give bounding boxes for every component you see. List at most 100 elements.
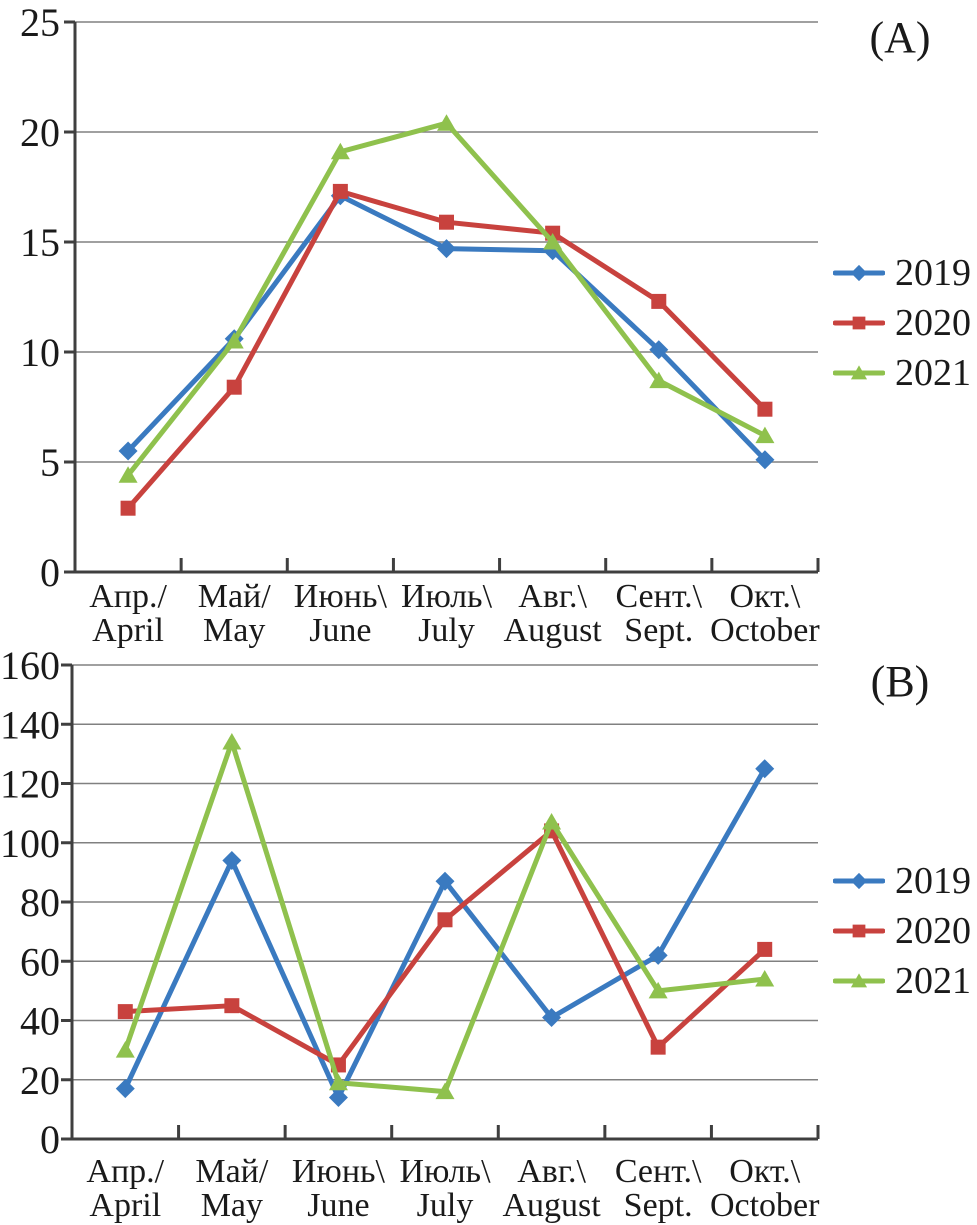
series-2020-square-marker [120,500,136,516]
x-tick-label-en: April [92,612,164,649]
series-2021-triangle-marker [437,114,456,131]
series-2020-square-marker [332,183,348,199]
legend-a: 2019 2020 2021 [833,248,971,398]
series-2020-square-marker [437,912,453,928]
series-2021-triangle-marker [118,466,138,483]
series-2021-triangle-marker [649,371,669,389]
y-tick-label: 20 [20,1058,60,1103]
x-tick-label-ru: Сент.\ [615,578,702,615]
x-tick-label-en: July [418,612,475,649]
legend-item-2019: 2019 [833,248,971,298]
legend-label-2019: 2019 [895,252,971,294]
legend-b: 2019 2020 2021 [833,856,971,1006]
series-2021-triangle-marker [328,1073,348,1091]
x-tick-label-en: Sept. [624,612,693,649]
series-2020-square-marker [117,1004,133,1020]
series-2019-diamond-marker [437,239,456,259]
x-tick-label-en: October [710,1187,820,1224]
series-2021-triangle-marker [115,1041,135,1058]
x-tick-label-ru: Июль\ [399,1153,491,1190]
series-2021-triangle-marker [648,981,668,999]
series-2020-line [122,828,768,1068]
legend-marker-2020-icon [833,924,885,938]
series-2020-square-marker [651,293,667,309]
y-tick-label: 140 [0,702,60,747]
x-tick-label-ru: Июнь\ [292,1153,386,1190]
legend-item-2021: 2021 [833,956,971,1006]
series-2020-square-marker [757,941,773,957]
legend-marker-2020-icon [833,316,885,330]
legend-triangle [850,365,868,380]
legend-diamond [850,872,868,890]
series-2019-diamond-marker [118,441,138,461]
y-tick-label: 160 [0,650,60,688]
x-tick-label-en: May [201,1187,263,1224]
series-2019-diamond-marker [755,759,775,779]
series-2019-line [122,766,768,1101]
legend-label-2021: 2021 [895,960,971,1002]
legend-square [852,924,866,938]
series-2020-square-marker [439,214,454,230]
legend-label-2020: 2020 [895,910,971,952]
y-tick-label: 10 [20,330,60,375]
series-2021-triangle-marker [755,970,775,987]
x-tick-label-ru: Апр./ [86,1153,164,1190]
y-tick-label: 80 [20,880,60,925]
x-tick-label-ru: Окт.\ [729,578,800,615]
legend-item-2019: 2019 [833,856,971,906]
series-2021-triangle-marker [435,1082,455,1100]
x-tick-label-en: May [203,612,265,649]
legend-label-2020: 2020 [895,302,971,344]
series-2020-square-marker [757,401,773,417]
legend-label-2021: 2021 [895,352,971,394]
legend-marker-2021-icon [833,973,885,988]
legend-square [852,316,866,330]
x-tick-label-en: June [307,1187,369,1224]
legend-item-2020: 2020 [833,906,971,956]
x-tick-label-en: April [89,1187,161,1224]
series-2021-triangle-marker [224,332,244,349]
y-tick-label: 40 [20,999,60,1044]
series-2019-diamond-marker [648,945,668,965]
legend-label-2019: 2019 [895,860,971,902]
series-2019-line [125,193,768,463]
y-tick-label: 15 [20,220,60,265]
series-2020-square-marker [224,998,240,1014]
series-2019-diamond-marker [755,450,775,470]
x-tick-label-ru: Май/ [195,1153,269,1190]
series-2019-diamond-marker [435,871,455,891]
series-2020-square-marker [650,1039,666,1055]
series-2021-triangle-marker [330,142,350,160]
chart-b-canvas: 0 20 40 60 80 100 120 140 160 Апр./April Май/May Ию… [0,650,820,1224]
y-tick-label: 60 [20,939,60,984]
series-2019-diamond-marker [542,1008,562,1028]
x-tick-label-en: Sept. [624,1187,693,1224]
panel-a-label: (A) [869,13,931,62]
y-tick-label: 120 [0,762,60,807]
x-tick-label-en: October [710,612,820,649]
x-tick-label-ru: Июль\ [401,578,493,615]
x-tick-label-ru: Июнь\ [294,578,388,615]
legend-diamond [850,264,868,282]
y-tick-label: 20 [20,110,60,155]
y-tick-label: 0 [40,550,60,595]
legend-marker-2021-icon [833,365,885,380]
series-2020-square-marker [226,379,242,395]
x-tick-label-ru: Окт.\ [729,1153,800,1190]
x-tick-label-ru: Авг.\ [518,578,587,615]
series-2021-triangle-marker [543,233,563,250]
series-2021-line [125,120,768,478]
legend-item-2021: 2021 [833,348,971,398]
x-tick-label-ru: Сент.\ [615,1153,702,1190]
panel-b-label: (B) [870,657,930,706]
y-tick-label: 5 [40,440,60,485]
legend-item-2020: 2020 [833,298,971,348]
legend-marker-2019-icon [833,264,885,282]
x-tick-label-ru: Май/ [198,578,272,615]
x-tick-label-en: July [417,1187,474,1224]
x-tick-label-ru: Авг.\ [517,1153,586,1190]
series-2021-triangle-marker [755,426,775,444]
x-tick-label-en: August [504,612,603,649]
series-2021-triangle-marker [542,813,562,830]
